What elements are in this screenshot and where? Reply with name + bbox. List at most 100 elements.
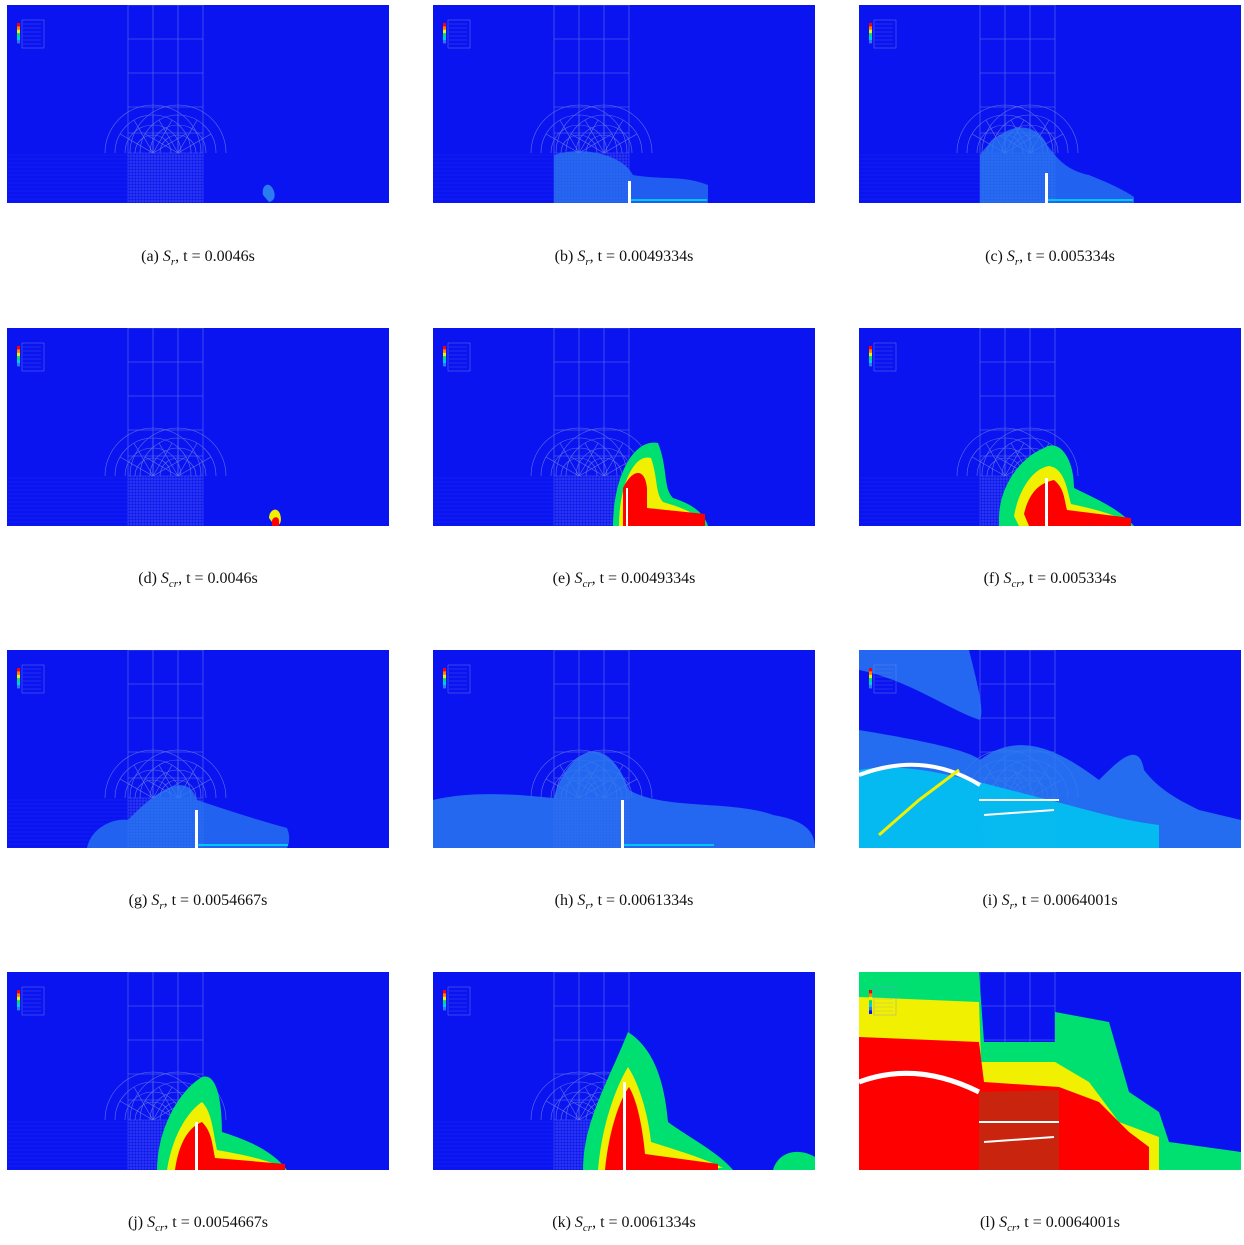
subfigure-caption: (f) Scr, t = 0.005334s: [859, 570, 1241, 590]
caption-label: (l): [980, 1214, 1000, 1231]
caption-quantity: S: [1006, 248, 1015, 265]
colorbar-legend: [17, 986, 45, 1016]
subfigure-panel: (e) Scr, t = 0.0049334s: [433, 328, 815, 596]
contour-plot: [7, 5, 389, 203]
subfigure-caption: (c) Sr, t = 0.005334s: [859, 248, 1241, 268]
damage-core: [1024, 480, 1131, 526]
mesh-lines: [530, 328, 653, 477]
caption-subscript: r: [585, 256, 590, 269]
contour-plot: [433, 328, 815, 526]
crack-line: [626, 488, 628, 526]
contour-plot: [859, 5, 1241, 203]
caption-subscript: cr: [1007, 1222, 1017, 1235]
subfigure-caption: (b) Sr, t = 0.0049334s: [433, 248, 815, 268]
contour-plot: [433, 650, 815, 848]
damage-zone: [87, 785, 290, 848]
damage-zone: [980, 127, 1134, 203]
mesh-lines: [104, 650, 227, 799]
caption-quantity: S: [577, 248, 586, 265]
fine-mesh: [127, 475, 204, 526]
caption-time: , t = 0.0046s: [175, 248, 255, 265]
damage-zone: [554, 151, 708, 203]
caption-label: (c): [985, 248, 1007, 265]
crack-line: [195, 810, 198, 848]
caption-time: , t = 0.0064001s: [1013, 892, 1118, 909]
caption-label: (i): [982, 892, 1002, 909]
caption-time: , t = 0.005334s: [1020, 570, 1117, 587]
subfigure-panel: (f) Scr, t = 0.005334s: [859, 328, 1241, 596]
caption-time: , t = 0.0049334s: [591, 570, 696, 587]
crack-line: [621, 800, 624, 848]
caption-label: (f): [983, 570, 1004, 587]
caption-label: (d): [138, 570, 161, 587]
caption-quantity: S: [574, 570, 583, 587]
contour-plot: [433, 5, 815, 203]
subfigure-panel: (b) Sr, t = 0.0049334s: [433, 5, 815, 274]
damage-core: [623, 473, 705, 526]
subfigure-panel: (l) Scr, t = 0.0064001s: [859, 972, 1241, 1240]
caption-time: , t = 0.0054667s: [163, 892, 268, 909]
caption-quantity: S: [1003, 570, 1012, 587]
subfigure-panel: (k) Scr, t = 0.0061334s: [433, 972, 815, 1240]
caption-label: (e): [552, 570, 575, 587]
crack-band: [624, 844, 714, 846]
mesh-lines: [104, 5, 227, 154]
caption-quantity: S: [577, 892, 586, 909]
crack-line: [859, 1070, 981, 1095]
damage-core: [175, 1122, 285, 1170]
caption-time: , t = 0.0061334s: [592, 1214, 696, 1231]
caption-quantity: S: [999, 1214, 1008, 1231]
colorbar-legend: [443, 664, 471, 694]
subfigure-panel: (g) Sr, t = 0.0054667s: [7, 650, 389, 918]
subfigure-caption: (j) Scr, t = 0.0054667s: [7, 1214, 389, 1234]
crack-line: [859, 762, 982, 787]
caption-label: (g): [128, 892, 152, 909]
crack-band: [631, 199, 707, 201]
colorbar-legend: [443, 986, 471, 1016]
caption-time: , t = 0.0049334s: [589, 248, 694, 265]
damage-spot-right: [1199, 1151, 1241, 1170]
subfigure-caption: (g) Sr, t = 0.0054667s: [7, 892, 389, 912]
caption-label: (j): [128, 1214, 148, 1231]
damage-spot-right: [773, 1151, 815, 1170]
crack-band: [878, 768, 960, 837]
contour-plot: [7, 328, 389, 526]
damage-zone: [433, 751, 815, 848]
contour-plot: [433, 972, 815, 1170]
caption-time: , t = 0.0054667s: [164, 1214, 268, 1231]
subfigure-caption: (i) Sr, t = 0.0064001s: [859, 892, 1241, 912]
caption-time: , t = 0.005334s: [1019, 248, 1115, 265]
caption-quantity: S: [1001, 892, 1010, 909]
contour-plot: [7, 972, 389, 1170]
subfigure-panel: (d) Scr, t = 0.0046s: [7, 328, 389, 596]
caption-subscript: cr: [155, 1222, 165, 1235]
caption-quantity: S: [147, 1214, 156, 1231]
contour-plot: [859, 650, 1241, 848]
colorbar-legend: [17, 342, 45, 372]
crack-line: [195, 1122, 198, 1170]
damage-zone-top: [859, 650, 982, 720]
caption-label: (b): [554, 248, 578, 265]
caption-label: (h): [554, 892, 578, 909]
subfigure-panel: (i) Sr, t = 0.0064001s: [859, 650, 1241, 918]
caption-subscript: r: [159, 900, 164, 913]
subfigure-panel: (c) Sr, t = 0.005334s: [859, 5, 1241, 274]
damage-core: [605, 1087, 718, 1170]
caption-label: (a): [141, 248, 163, 265]
caption-subscript: cr: [168, 578, 179, 591]
caption-subscript: r: [585, 900, 590, 913]
colorbar-legend: [17, 664, 45, 694]
colorbar-legend: [869, 986, 897, 1016]
caption-subscript: cr: [582, 1222, 593, 1235]
crack-band: [1048, 199, 1133, 201]
plot-background: [7, 5, 389, 203]
crack-band: [198, 844, 288, 846]
damage-core-dark: [979, 1090, 1059, 1170]
caption-quantity: S: [151, 892, 160, 909]
subfigure-panel: (a) Sr, t = 0.0046s: [7, 5, 389, 274]
subfigure-panel: (j) Scr, t = 0.0054667s: [7, 972, 389, 1240]
subfigure-caption: (h) Sr, t = 0.0061334s: [433, 892, 815, 912]
damage-core: [272, 517, 279, 526]
caption-time: , t = 0.0046s: [178, 570, 258, 587]
colorbar-legend: [869, 664, 897, 694]
